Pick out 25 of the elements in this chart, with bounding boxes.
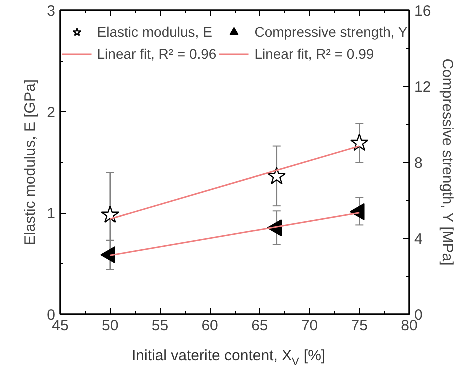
point [350, 203, 365, 220]
x-tick-label: 60 [202, 318, 218, 334]
x-tick-label: 70 [301, 318, 318, 334]
point [100, 246, 116, 264]
point [101, 206, 120, 224]
legend-label: Compressive strength, Y [254, 24, 408, 40]
y2-tick-label: 16 [414, 3, 432, 20]
y2-axis-title: Compressive strength, Y [MPa] [439, 58, 456, 266]
y-tick-label: 0 [47, 307, 56, 324]
x-tick-label: 55 [152, 318, 169, 334]
legend-label: Elastic modulus, E [97, 24, 212, 40]
y-tick-label: 1 [47, 206, 56, 223]
y2-tick-label: 12 [414, 79, 432, 96]
x-tick-label: 50 [102, 318, 119, 334]
legend-label: Linear fit, R² = 0.99 [254, 46, 374, 62]
y-tick-label: 3 [47, 3, 56, 20]
point [350, 134, 369, 152]
y-tick-label: 2 [47, 104, 56, 122]
point [268, 167, 286, 185]
y-axis-title: Elastic modulus, E [GPa] [22, 80, 40, 246]
x-tick-label: 65 [252, 318, 268, 334]
y2-tick-label: 4 [414, 231, 423, 248]
x-tick-label: 75 [351, 318, 368, 334]
legend-label: Linear fit, R² = 0.96 [97, 46, 217, 62]
y2-tick-label: 8 [414, 155, 423, 172]
